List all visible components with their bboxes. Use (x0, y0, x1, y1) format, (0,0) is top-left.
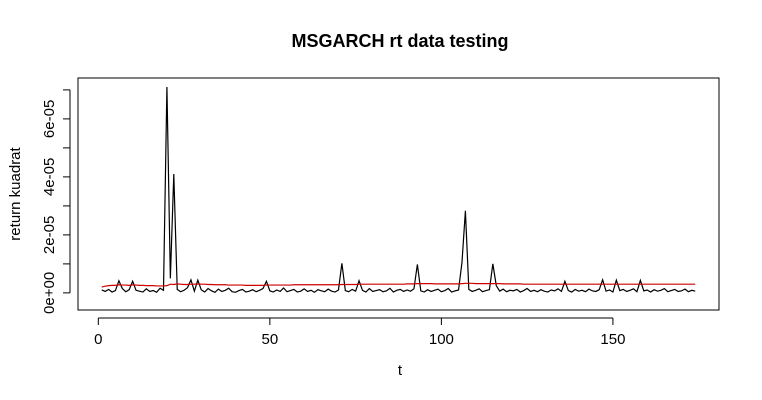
plot-box (77, 77, 720, 311)
y-tick-label: 4e-05 (41, 158, 58, 196)
x-axis-label: t (398, 362, 403, 379)
y-axis-label: return kuadrat (7, 146, 24, 240)
x-tick-label: 150 (600, 331, 625, 348)
chart-title: MSGARCH rt data testing (291, 31, 508, 51)
y-tick-label: 6e-05 (41, 100, 58, 138)
data-line (101, 86, 696, 294)
y-tick-label: 2e-05 (41, 216, 58, 254)
data-line (101, 282, 696, 288)
x-tick-label: 0 (94, 331, 102, 348)
x-tick-label: 100 (429, 331, 454, 348)
y-tick-label: 0e+00 (41, 272, 58, 314)
x-tick-label: 50 (262, 331, 279, 348)
